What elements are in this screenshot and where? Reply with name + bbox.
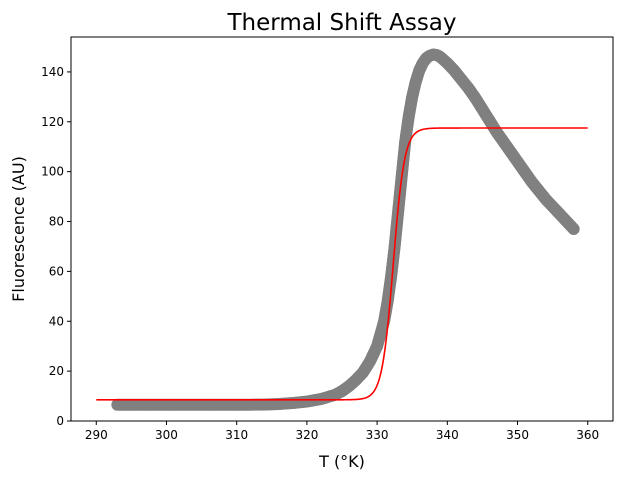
scatter-point: [567, 223, 580, 235]
x-tick-label: 310: [225, 428, 248, 442]
y-tick-label: 60: [49, 264, 64, 278]
chart-title: Thermal Shift Assay: [226, 10, 456, 36]
x-tick-label: 290: [85, 428, 108, 442]
fit-line-series: [96, 127, 588, 401]
x-tick-label: 350: [506, 428, 529, 442]
x-tick-label: 330: [366, 428, 389, 442]
x-tick-label: 320: [295, 428, 318, 442]
y-tick-label: 80: [49, 215, 64, 229]
fit-line: [96, 127, 588, 401]
plot-frame: [70, 36, 614, 422]
x-axis: 290 300 310 320 330 340 350 360: [85, 421, 599, 442]
plot-border: [70, 36, 614, 422]
x-axis-label: T (°K): [318, 452, 365, 471]
y-axis: 0 20 40 60 80 100 120 140: [41, 65, 71, 428]
plot-background: [71, 37, 613, 421]
y-tick-label: 0: [56, 414, 64, 428]
x-tick-label: 300: [155, 428, 178, 442]
x-tick-label: 340: [436, 428, 459, 442]
y-tick-label: 100: [41, 165, 64, 179]
x-tick-label: 360: [576, 428, 599, 442]
plot-area: [71, 37, 613, 421]
y-tick-label: 40: [49, 314, 64, 328]
y-axis-label: Fluorescence (AU): [9, 156, 28, 302]
y-tick-label: 20: [49, 364, 64, 378]
y-tick-label: 140: [41, 65, 64, 79]
y-tick-label: 120: [41, 115, 64, 129]
